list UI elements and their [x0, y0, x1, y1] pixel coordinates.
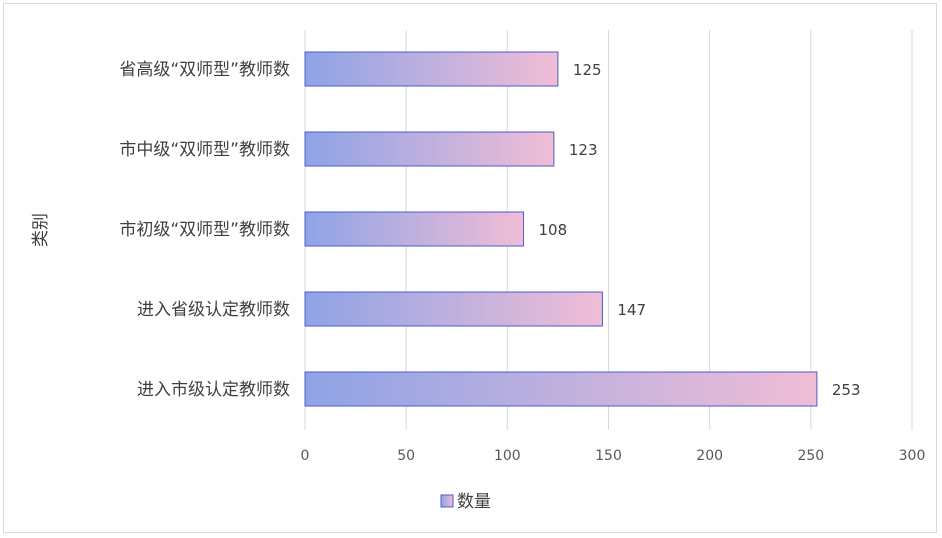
x-tick-label: 200 [696, 448, 723, 464]
x-tick-label: 0 [301, 448, 310, 464]
bar [304, 211, 525, 247]
category-label: 进入省级认定教师数 [137, 300, 290, 320]
legend-label: 数量 [457, 492, 491, 512]
x-axis-ticks: 0 50 100 150 200 250 300 [301, 448, 926, 464]
legend-swatch [440, 494, 454, 508]
category-label: 进入市级认定教师数 [137, 380, 290, 400]
data-label: 108 [539, 221, 568, 239]
x-tick-label: 150 [595, 448, 622, 464]
category-label: 市中级“双师型”教师数 [119, 140, 290, 160]
x-tick-label: 100 [494, 448, 521, 464]
legend: 数量 [440, 492, 491, 512]
gridlines [304, 30, 913, 430]
y-axis-title: 类别 [31, 213, 51, 247]
category-label: 省高级“双师型”教师数 [119, 60, 290, 80]
data-label: 253 [832, 381, 861, 399]
bar [304, 131, 555, 167]
bars [304, 51, 818, 407]
bar [304, 51, 559, 87]
category-labels: 省高级“双师型”教师数市中级“双师型”教师数市初级“双师型”教师数进入省级认定教… [119, 60, 290, 400]
chart-frame [3, 3, 937, 533]
x-tick-label: 300 [899, 448, 926, 464]
category-label: 市初级“双师型”教师数 [119, 220, 290, 240]
bar [304, 291, 603, 327]
data-label: 125 [573, 61, 602, 79]
x-tick-label: 250 [797, 448, 824, 464]
data-labels: 125 123 108 147 253 [539, 61, 861, 399]
bar [304, 371, 818, 407]
x-tick-label: 50 [397, 448, 415, 464]
data-label: 147 [617, 301, 646, 319]
data-label: 123 [569, 141, 598, 159]
